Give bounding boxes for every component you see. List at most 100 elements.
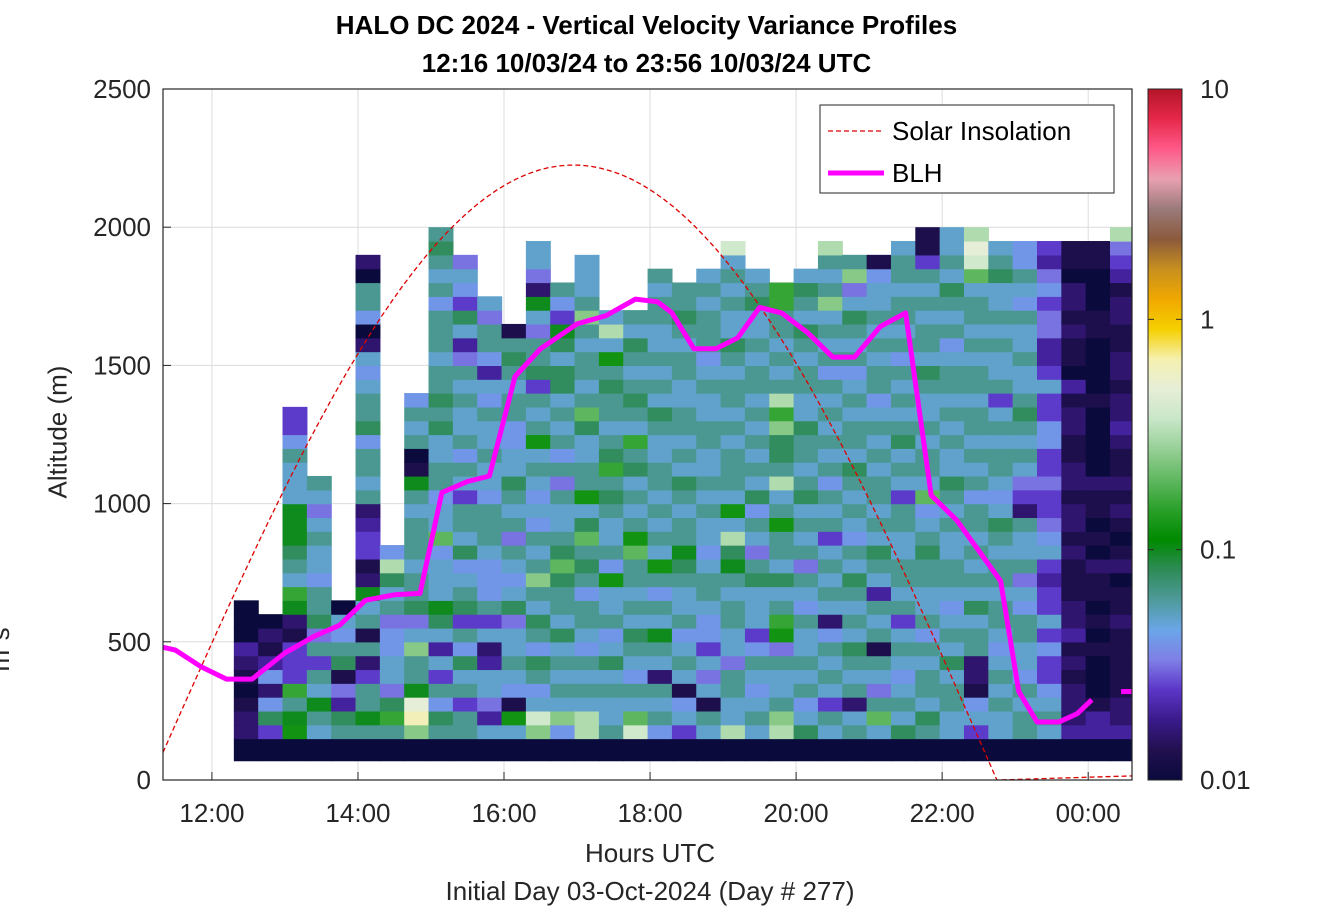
- heatmap-cell: [598, 337, 624, 353]
- heatmap-cell: [477, 323, 503, 339]
- heatmap-cell: [988, 475, 1014, 491]
- heatmap-cell: [1061, 379, 1087, 394]
- heatmap-cell: [793, 669, 819, 684]
- heatmap-cell: [623, 379, 649, 394]
- chart-title: HALO DC 2024 - Vertical Velocity Varianc…: [335, 10, 958, 40]
- heatmap-cell: [574, 337, 600, 353]
- heatmap-cell: [525, 475, 551, 491]
- heatmap-cell: [647, 724, 673, 740]
- heatmap-cell: [1036, 406, 1062, 422]
- heatmap-cell: [744, 710, 770, 726]
- heatmap-cell: [744, 323, 770, 339]
- heatmap-cell: [550, 697, 576, 712]
- heatmap-cell: [963, 558, 989, 574]
- heatmap-cell: [1085, 310, 1111, 325]
- heatmap-cell: [671, 586, 697, 601]
- heatmap-cell: [842, 268, 868, 284]
- heatmap-cell: [793, 393, 819, 408]
- heatmap-cell: [647, 475, 673, 491]
- heatmap-cell: [696, 572, 722, 588]
- heatmap-cell: [452, 420, 478, 436]
- heatmap-cell: [598, 531, 624, 546]
- heatmap-cell: [525, 406, 551, 422]
- heatmap-cell: [379, 697, 405, 712]
- heatmap-cell: [404, 434, 430, 449]
- heatmap-cell: [720, 489, 746, 505]
- heatmap-cell: [331, 669, 357, 684]
- heatmap-cell: [1012, 517, 1038, 532]
- heatmap-cell: [1085, 254, 1111, 270]
- heatmap-cell: [1036, 641, 1062, 657]
- heatmap-cell: [574, 379, 600, 394]
- heatmap-cell: [550, 393, 576, 408]
- heatmap-cell: [866, 434, 892, 449]
- heatmap-cell: [671, 475, 697, 491]
- heatmap-cell: [525, 379, 551, 394]
- heatmap-cell: [988, 683, 1014, 698]
- heatmap-cell: [866, 351, 892, 366]
- heatmap-cell: [671, 351, 697, 366]
- heatmap-cell: [331, 724, 357, 740]
- heatmap-cell: [696, 517, 722, 532]
- heatmap-cell: [696, 641, 722, 657]
- heatmap-cell: [306, 545, 332, 560]
- heatmap-cell: [647, 420, 673, 436]
- heatmap-cell: [915, 697, 941, 712]
- heatmap-cell: [769, 296, 795, 311]
- heatmap-cell: [501, 323, 527, 339]
- heatmap-cell: [550, 503, 576, 519]
- x-axis-secondary-label: Initial Day 03-Oct-2024 (Day # 277): [445, 876, 855, 906]
- heatmap-cell: [623, 641, 649, 657]
- heatmap-cell: [404, 738, 430, 762]
- heatmap-cell: [939, 448, 965, 463]
- heatmap-cell: [1036, 434, 1062, 449]
- heatmap-cell: [501, 531, 527, 546]
- heatmap-cell: [1036, 393, 1062, 408]
- heatmap-cell: [647, 558, 673, 574]
- heatmap-cell: [428, 393, 454, 408]
- heatmap-cell: [744, 724, 770, 740]
- heatmap-cell: [720, 531, 746, 546]
- heatmap-cell: [574, 365, 600, 380]
- heatmap-cell: [550, 448, 576, 463]
- heatmap-cell: [939, 600, 965, 615]
- heatmap-cell: [842, 586, 868, 601]
- heatmap-cell: [720, 683, 746, 698]
- heatmap-cell: [598, 655, 624, 671]
- heatmap-cell: [720, 710, 746, 726]
- heatmap-cell: [744, 697, 770, 712]
- heatmap-cell: [525, 296, 551, 311]
- heatmap-cell: [890, 379, 916, 394]
- heatmap-cell: [793, 406, 819, 422]
- heatmap-cell: [452, 448, 478, 463]
- heatmap-cell: [501, 586, 527, 601]
- heatmap-cell: [696, 614, 722, 629]
- heatmap-cell: [744, 406, 770, 422]
- heatmap-cell: [477, 669, 503, 684]
- heatmap-cell: [1085, 545, 1111, 560]
- heatmap-cell: [793, 448, 819, 463]
- heatmap-cell: [817, 517, 843, 532]
- heatmap-cell: [866, 462, 892, 477]
- heatmap-cell: [1085, 323, 1111, 339]
- heatmap-cell: [744, 572, 770, 588]
- heatmap-cell: [866, 365, 892, 380]
- heatmap-cell: [915, 545, 941, 560]
- plot-frame: [162, 88, 1133, 781]
- heatmap-cell: [647, 503, 673, 519]
- heatmap-cell: [1061, 365, 1087, 380]
- heatmap-cell: [842, 641, 868, 657]
- heatmap-cell: [696, 323, 722, 339]
- heatmap-cell: [501, 614, 527, 629]
- heatmap-cell: [744, 379, 770, 394]
- heatmap-cells: [233, 227, 1132, 762]
- heatmap-cell: [1036, 475, 1062, 491]
- heatmap-cell: [842, 393, 868, 408]
- heatmap-cell: [574, 600, 600, 615]
- heatmap-cell: [939, 669, 965, 684]
- heatmap-cell: [355, 614, 381, 629]
- heatmap-cell: [671, 282, 697, 297]
- heatmap-cell: [574, 641, 600, 657]
- heatmap-cell: [452, 462, 478, 477]
- heatmap-cell: [574, 724, 600, 740]
